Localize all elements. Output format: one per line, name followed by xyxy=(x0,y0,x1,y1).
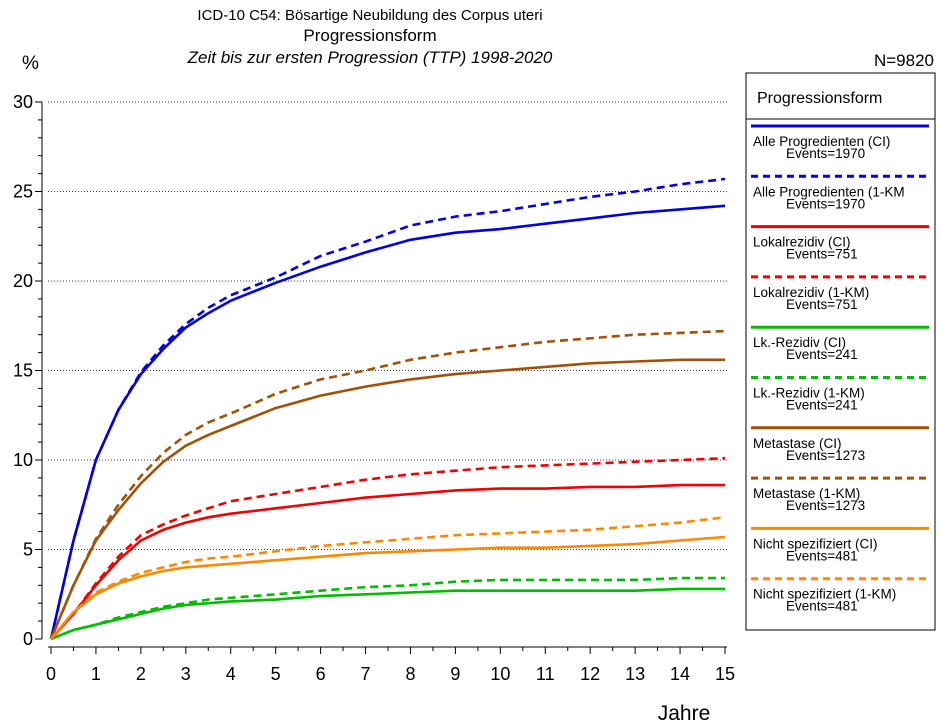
legend-label-2: Lokalrezidiv (CI) xyxy=(753,235,851,250)
x-tick-label-9: 9 xyxy=(450,664,460,684)
chart-subtitle: Progressionsform xyxy=(303,26,436,45)
chart-subtitle-2: Zeit bis zur ersten Progression (TTP) 19… xyxy=(187,48,553,67)
legend-label-6: Metastase (CI) xyxy=(753,436,842,451)
legend-events-7: Events=1273 xyxy=(786,498,865,513)
legend-label-9: Nicht spezifiziert (1-KM) xyxy=(753,587,896,602)
series-line-9 xyxy=(50,516,726,640)
legend-events-6: Events=1273 xyxy=(786,448,865,463)
legend-label-1: Alle Progredienten (1-KM xyxy=(753,184,905,199)
series-line-4 xyxy=(50,587,725,641)
x-tick-label-7: 7 xyxy=(361,664,371,684)
x-tick-label-2: 2 xyxy=(136,664,146,684)
y-tick-label-30: 30 xyxy=(13,92,33,112)
legend-box xyxy=(745,72,936,631)
legend-title: Progressionsform xyxy=(757,90,882,107)
x-tick-label-8: 8 xyxy=(405,664,415,684)
legend-events-1: Events=1970 xyxy=(786,196,865,211)
x-axis-label: Jahre xyxy=(658,702,711,725)
series-line-3 xyxy=(50,456,726,640)
x-tick-label-3: 3 xyxy=(181,664,191,684)
y-tick-label-10: 10 xyxy=(13,450,33,470)
series-line-0 xyxy=(49,204,726,640)
y-tick-label-5: 5 xyxy=(23,540,33,560)
legend-label-4: Lk.-Rezidiv (CI) xyxy=(753,335,846,350)
legend-events-4: Events=241 xyxy=(786,347,858,362)
series-line-1 xyxy=(49,177,726,640)
y-tick-label-15: 15 xyxy=(13,361,33,381)
x-tick-label-11: 11 xyxy=(536,664,555,684)
x-tick-label-13: 13 xyxy=(625,664,645,684)
legend-label-8: Nicht spezifiziert (CI) xyxy=(753,536,878,551)
n-label: N=9820 xyxy=(874,51,934,70)
x-tick-label-0: 0 xyxy=(46,664,56,684)
x-tick-label-12: 12 xyxy=(580,664,600,684)
legend-label-3: Lokalrezidiv (1-KM) xyxy=(753,285,869,300)
x-tick-label-1: 1 xyxy=(91,664,101,684)
chart-title: ICD-10 C54: Bösartige Neubildung des Cor… xyxy=(197,7,542,24)
series-line-6 xyxy=(49,358,725,640)
series-line-2 xyxy=(50,483,725,640)
series-line-5 xyxy=(50,576,725,641)
y-tick-label-20: 20 xyxy=(13,271,33,291)
y-tick-label-25: 25 xyxy=(13,182,33,202)
y-tick-label-0: 0 xyxy=(23,629,33,649)
x-tick-label-6: 6 xyxy=(316,664,326,684)
legend-events-5: Events=241 xyxy=(786,398,858,413)
legend-events-3: Events=751 xyxy=(786,297,858,312)
x-tick-label-10: 10 xyxy=(490,664,510,684)
series-line-7 xyxy=(49,329,726,640)
x-tick-label-14: 14 xyxy=(670,664,690,684)
x-tick-label-5: 5 xyxy=(271,664,281,684)
legend-events-9: Events=481 xyxy=(786,599,858,614)
x-tick-label-15: 15 xyxy=(715,664,735,684)
x-tick-label-4: 4 xyxy=(226,664,236,684)
legend-label-0: Alle Progredienten (CI) xyxy=(753,134,890,149)
legend-events-8: Events=481 xyxy=(786,548,858,563)
legend-label-7: Metastase (1-KM) xyxy=(753,486,860,501)
legend-label-5: Lk.-Rezidiv (1-KM) xyxy=(753,386,865,401)
y-axis-label: % xyxy=(22,53,39,74)
legend-events-2: Events=751 xyxy=(786,247,858,262)
series-line-8 xyxy=(50,535,726,640)
legend-events-0: Events=1970 xyxy=(786,146,865,161)
